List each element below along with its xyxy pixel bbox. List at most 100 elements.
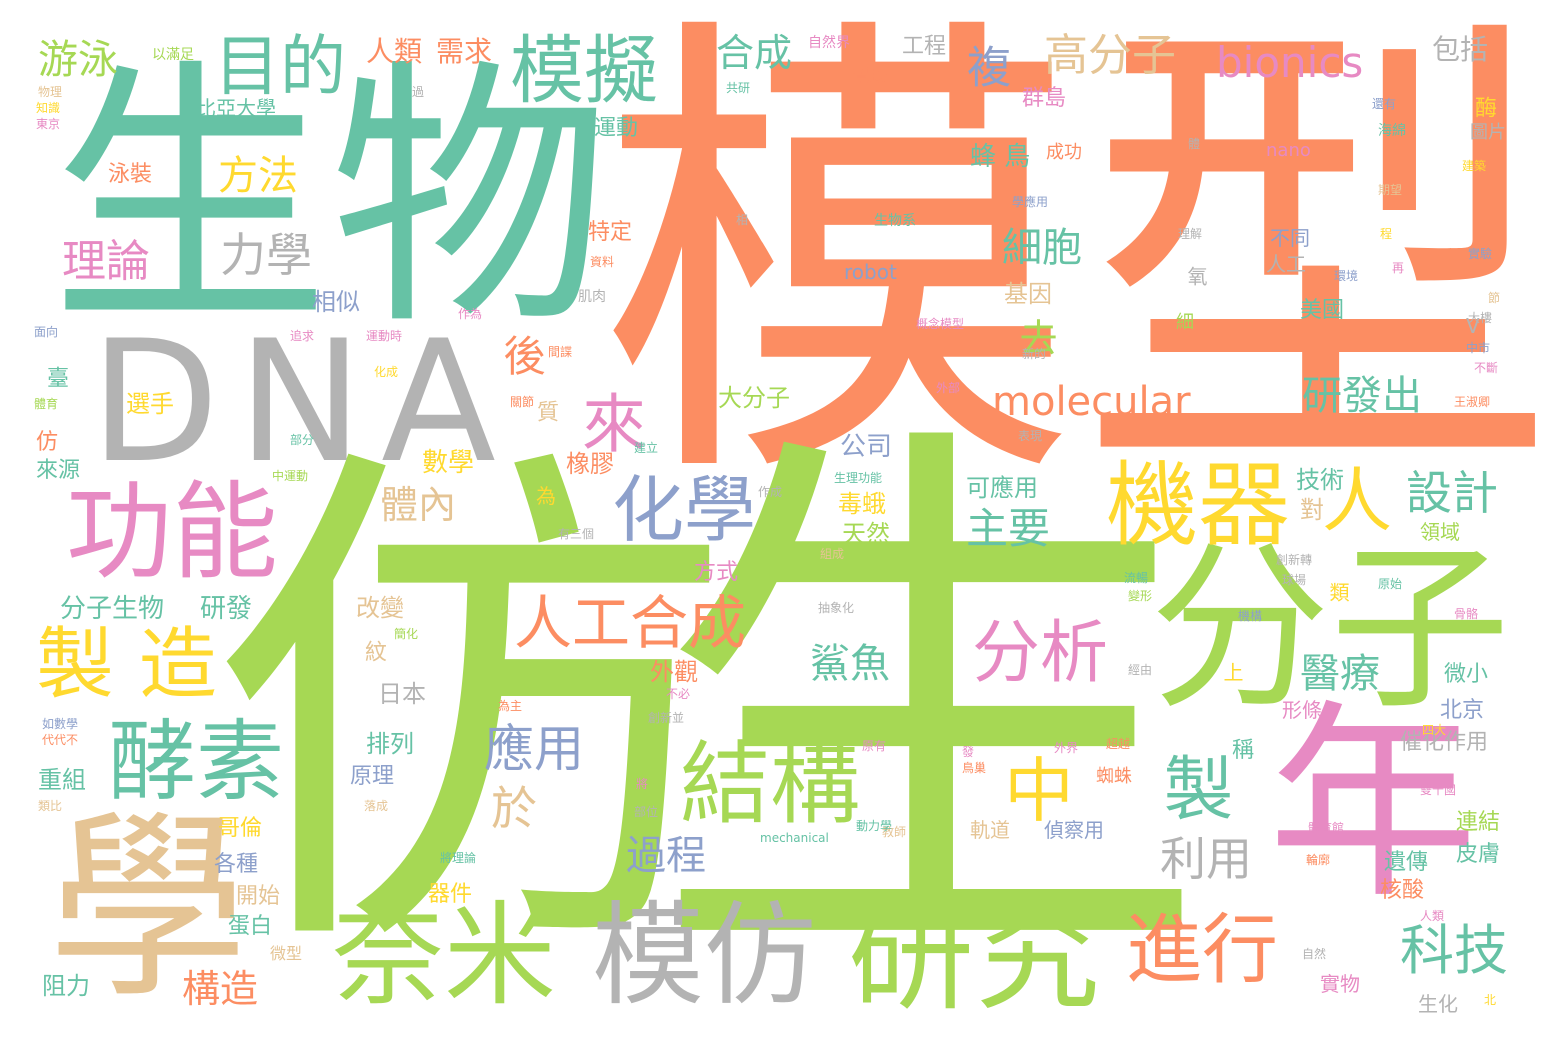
word-guidao: 軌道	[970, 818, 1010, 842]
word-xuqiu: 需求	[436, 35, 493, 68]
word-gongcheng: 工程	[902, 34, 947, 59]
word-ti: 體	[1188, 137, 1201, 151]
word-gongyan: 共研	[726, 81, 751, 95]
word-robot: robot	[844, 260, 897, 284]
word-luocheng: 落成	[364, 799, 389, 813]
word-chuangxinzhuan: 創新轉	[1276, 553, 1313, 567]
word-lixue: 力學	[220, 228, 312, 282]
word-riben: 日本	[378, 680, 426, 708]
word-chaoyue: 超越	[1106, 737, 1131, 751]
word-zhongyundong: 中運動	[272, 469, 309, 483]
word-moxing: 模型	[598, 0, 1548, 539]
word-zai: 再	[1392, 261, 1405, 275]
word-hou: 後	[497, 334, 546, 376]
word-jianhua: 簡化	[394, 627, 419, 641]
word-zhenchayong: 偵察用	[1044, 818, 1104, 842]
word-gaofenzi: 高分子	[1044, 30, 1176, 81]
word-yundongshi: 運動時	[366, 329, 403, 343]
word-xiangsi: 相似	[312, 288, 360, 316]
word-yang: 氧	[1184, 266, 1208, 286]
word-jianzhu: 建築	[1462, 159, 1487, 173]
word-wenqiu: 追求	[290, 329, 315, 343]
word-lunkuo: 輪廓	[1306, 853, 1331, 867]
word-lianjie: 連結	[1456, 810, 1501, 835]
word-weixing: 微型	[270, 944, 303, 963]
word-huaxue: 化學	[612, 468, 757, 552]
word-lei: 類	[1326, 582, 1350, 602]
word-jingyou: 經由	[1128, 663, 1153, 677]
word-zhong: 中	[1004, 750, 1074, 832]
word-gongneng: 功能	[66, 471, 278, 594]
word-huanjing: 環境	[1334, 269, 1359, 283]
word-xingtiao: 形條	[1282, 698, 1322, 722]
word-yongzhuang: 泳裝	[108, 162, 153, 187]
word-wei: 為	[536, 484, 556, 508]
word-dna: DNA	[90, 304, 514, 500]
word-zhi2: 質	[533, 400, 558, 422]
word-lilun: 理論	[62, 236, 150, 287]
word-jiyin: 基因	[1004, 280, 1052, 308]
word-waijie: 外界	[1054, 741, 1079, 755]
word-shuangshiguo: 雙十國	[1420, 783, 1457, 797]
word-tedding: 特定	[588, 220, 633, 245]
word-haiyou: 還有	[1372, 97, 1397, 111]
word-donglixue: 動力學	[856, 819, 893, 833]
word-zhishi: 知識	[36, 101, 61, 115]
word-guo: 過	[412, 85, 425, 99]
word-chuangxinbing: 創新並	[648, 711, 685, 725]
word-haimian: 海綿	[1378, 123, 1406, 139]
word-cuihuazuoyong: 催化作用	[1400, 730, 1489, 755]
word-fangshi: 方式	[694, 560, 739, 585]
word-liyong: 利用	[1160, 832, 1252, 886]
word-biyadaxue: 比亞大學	[196, 96, 276, 120]
word-pifu: 皮膚	[1456, 842, 1501, 867]
word-gouzao: 構造	[182, 967, 259, 1011]
word-xueyingyong: 學應用	[1012, 195, 1049, 209]
word-waibu: 外部	[936, 381, 961, 395]
word-yanjiu: 研究	[848, 881, 1100, 1028]
word-tianran: 天然	[842, 520, 890, 548]
word-xiangjiao: 橡膠	[566, 450, 614, 478]
word-niaochao: 鳥巢	[962, 761, 987, 775]
word-zhizhu: 蜘蛛	[1096, 766, 1132, 787]
word-xuanshou: 選手	[126, 390, 174, 418]
word-chenggong: 成功	[1046, 142, 1082, 163]
word-buduan: 不斷	[1474, 361, 1499, 375]
word-mudi: 目的	[214, 28, 346, 105]
word-xue: 學	[48, 793, 249, 1026]
word-ren: 人	[1322, 460, 1392, 542]
word-fu: 複	[959, 44, 1010, 88]
word-guge: 骨骼	[1454, 607, 1479, 621]
word-qijian: 器件	[428, 882, 473, 907]
word-lingyu: 領域	[1420, 520, 1460, 544]
word-dui: 對	[1300, 496, 1324, 524]
word-shiyan: 實驗	[1468, 247, 1493, 261]
word-jishu: 技術	[1296, 466, 1344, 494]
word-wuli: 物理	[38, 85, 63, 99]
word-wangshuhui: 王淑卿	[1454, 395, 1491, 409]
word-laiyuan: 來源	[36, 458, 81, 483]
word-fang2: 仿	[36, 430, 59, 455]
word-hecheng: 合成	[716, 31, 793, 75]
word-fenxi: 分析	[972, 614, 1109, 693]
word-jiaosu: 酵素	[108, 710, 285, 813]
word-shengwuxi: 生物系	[874, 213, 916, 229]
word-nian: 年	[1268, 682, 1479, 927]
word-jiaoshi: 教師	[882, 825, 907, 839]
word-yiliao: 醫療	[1300, 651, 1380, 697]
word-lai: 來	[571, 390, 645, 454]
word-guanjie: 關節	[510, 395, 535, 409]
word-dongxi: 東京	[36, 117, 61, 131]
word-ziranjie: 自然界	[808, 35, 850, 51]
word-bianxing: 變形	[1128, 589, 1153, 603]
word-daidai: 代代不	[42, 733, 79, 747]
word-shenglgongneng: 生理功能	[834, 471, 883, 485]
word-yichuan: 遺傳	[1384, 850, 1429, 875]
word-shejj: 設計	[1406, 466, 1498, 520]
word-yundong: 運動	[594, 116, 639, 141]
word-fenzi: 分子	[1150, 525, 1511, 734]
word-chen: 稱	[1232, 738, 1255, 763]
word-qundao: 群島	[1022, 86, 1067, 111]
word-zuowei: 作為	[458, 307, 483, 321]
